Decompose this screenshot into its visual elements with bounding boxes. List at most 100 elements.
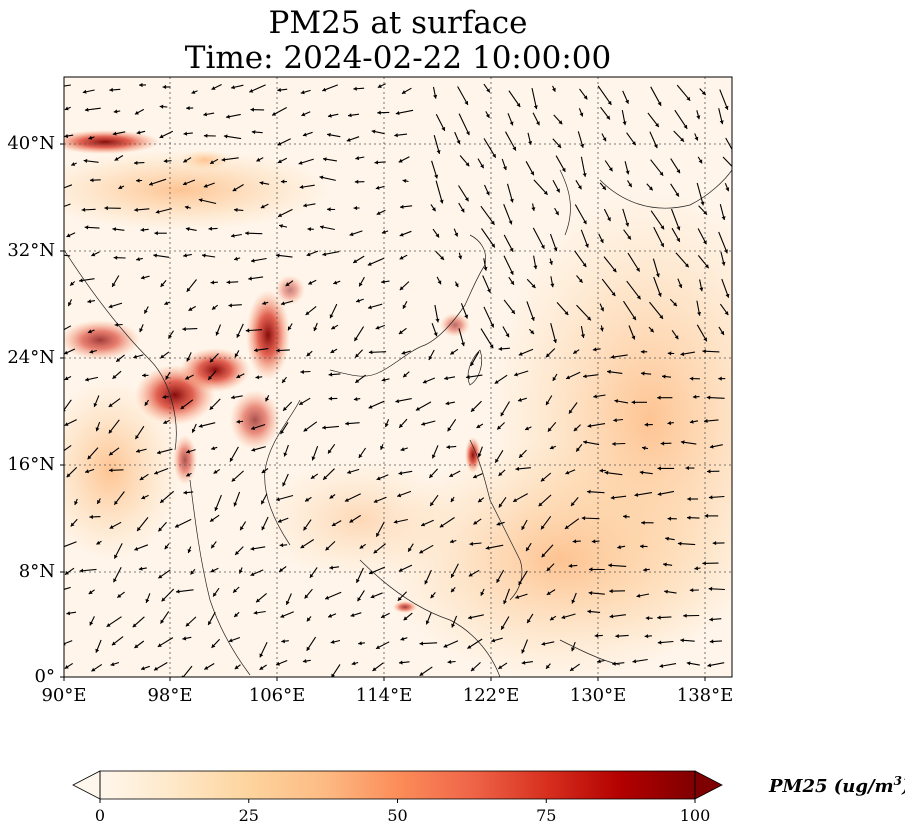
wind-vector-head [149,181,153,186]
wind-vector-head [96,540,101,545]
wind-vector-head [212,305,216,310]
wind-vector-head [79,278,83,283]
wind-vector-head [657,615,661,620]
wind-vector-head [552,376,557,381]
wind-vector-head [118,185,123,189]
wind-vector-head [572,539,577,544]
wind-vector-head [345,421,349,426]
hotspot-sichuan [246,290,290,380]
wind-vector-head [538,502,543,507]
x-tick-label: 122°E [462,685,520,706]
wind-vector [64,586,71,590]
colorbar-label-text: PM25 (ug/m [769,776,894,797]
wind-vector-head [203,133,208,138]
wind-vector-head [625,99,629,104]
wind-vector-head [657,492,662,496]
wind-vector-head [476,424,481,428]
wind-vector-head [211,446,216,451]
wind-vector-head [419,549,424,554]
wind-vector-head [210,280,215,285]
wind-vector-head [134,110,139,115]
wind-vector-head [509,198,514,203]
wind-vector-head [114,554,118,559]
wind-vector-head [66,473,71,478]
wind-vector-head [643,567,647,572]
wind-vector-head [467,645,472,649]
wind-vector-head [491,638,496,643]
wind-vector-head [202,253,206,258]
wind-vector [722,156,732,168]
x-tick-label: 114°E [355,685,413,706]
wind-vector-head [322,87,327,92]
wind-vector [626,280,642,300]
wind-vector-head [397,493,402,498]
wind-vector-head [662,374,666,379]
wind-vector-head [259,181,264,186]
wind-vector-head [565,470,570,475]
wind-vector-head [368,350,373,355]
wind-vector-head [354,337,358,342]
wind-vector-head [591,539,596,544]
wind-vector-head [229,457,234,462]
wind-vector-head [134,207,138,212]
wind-vector-head [546,353,550,358]
wind-vector-head [718,376,722,381]
wind-vector-head [641,371,645,376]
wind-vector [653,276,662,297]
wind-vector-head [398,158,403,163]
wind-vector-head [64,134,69,139]
pm25-field [64,77,732,677]
hotspot-north-west [64,130,160,154]
wind-vector-head [550,616,554,621]
wind-vector-head [434,174,439,179]
wind-vector-head [657,466,661,471]
wind-vector-head [251,447,256,452]
wind-vector-head [508,220,513,225]
wind-vector-head [182,327,186,332]
wind-vector-head [430,502,434,506]
wind-vector [435,180,444,204]
wind-vector-head [323,475,328,480]
wind-vector-head [323,157,327,162]
wind-vector-head [400,636,405,641]
wind-vector-head [519,453,523,458]
wind-vector-head [627,235,631,240]
wind-vector-head [215,331,220,336]
wind-vector-head [139,82,143,88]
wind-vector-head [142,373,146,378]
wind-vector-head [639,470,644,475]
hotspot-borneo [393,601,417,613]
map-subtitle-time: Time: 2024-02-22 10:00:00 [184,40,612,76]
wind-vector-head [87,455,92,460]
wind-vector-head [198,198,203,203]
wind-vector [623,300,637,321]
wind-vector-head [276,348,280,353]
wind-vector-head [66,611,71,616]
wind-vector-head [68,302,72,307]
wind-vector-head [403,373,408,378]
wind-vector-head [553,339,557,343]
wind-vector-head [139,476,144,480]
wind-vector-head [358,641,362,646]
wind-vector-head [93,403,98,407]
wind-vector-head [540,244,545,249]
wind-vector-head [687,515,691,520]
wind-vector-head [403,616,408,621]
colorbar-tick-label: 25 [238,806,259,825]
wind-vector-head [259,666,264,670]
wind-vector-head [509,247,514,252]
wind-vector-head [454,283,459,288]
wind-vector-head [253,610,258,615]
wind-vector-head [689,588,694,593]
wind-vector-head [510,280,514,285]
wind-vector-head [394,133,398,138]
wind-vector-head [355,353,360,358]
wind-vector-head [348,113,352,118]
wind-vector-head [89,514,93,519]
wind-vector [64,541,77,548]
axis-ticks [60,143,706,681]
wind-vector-head [104,206,108,211]
x-tick-label: 98°E [147,685,193,706]
wind-vector-head [302,132,307,137]
wind-vector-head [399,423,403,428]
